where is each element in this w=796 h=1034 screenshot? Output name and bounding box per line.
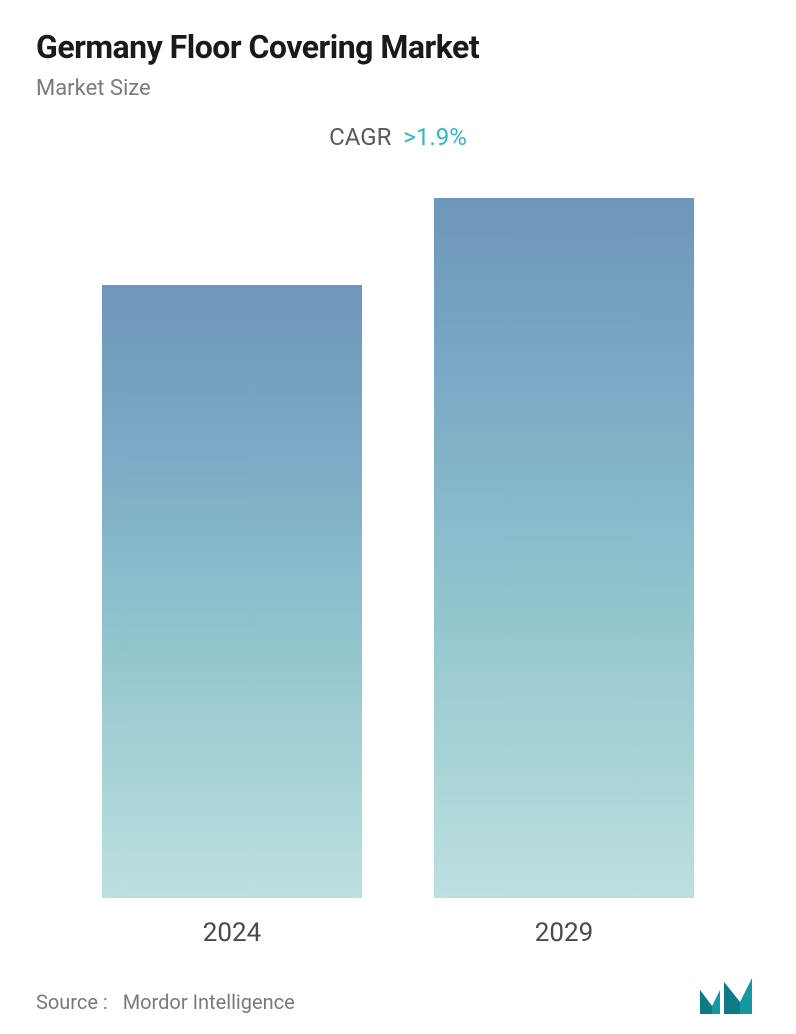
chart-card: Germany Floor Covering Market Market Siz… [0,0,796,1034]
chart-title: Germany Floor Covering Market [36,28,760,66]
bar-label: 2029 [535,918,593,948]
source-label: Source : [36,990,108,1014]
bar-group: 2029 [434,198,694,948]
bar-label: 2024 [203,918,261,948]
source-text: Source : Mordor Intelligence [36,990,295,1014]
cagr-value: 1.9% [416,123,467,151]
footer: Source : Mordor Intelligence [36,970,760,1014]
cagr-label: CAGR [329,123,391,151]
cagr-operator: > [403,123,416,151]
bar-2029 [434,198,694,898]
chart-subtitle: Market Size [36,76,760,101]
bar-group: 2024 [102,285,362,948]
mordor-logo-icon [700,978,760,1014]
cagr-row: CAGR >1.9% [36,123,760,151]
bar-2024 [102,285,362,898]
source-name: Mordor Intelligence [123,990,295,1014]
bar-chart: 2024 2029 [36,181,760,948]
